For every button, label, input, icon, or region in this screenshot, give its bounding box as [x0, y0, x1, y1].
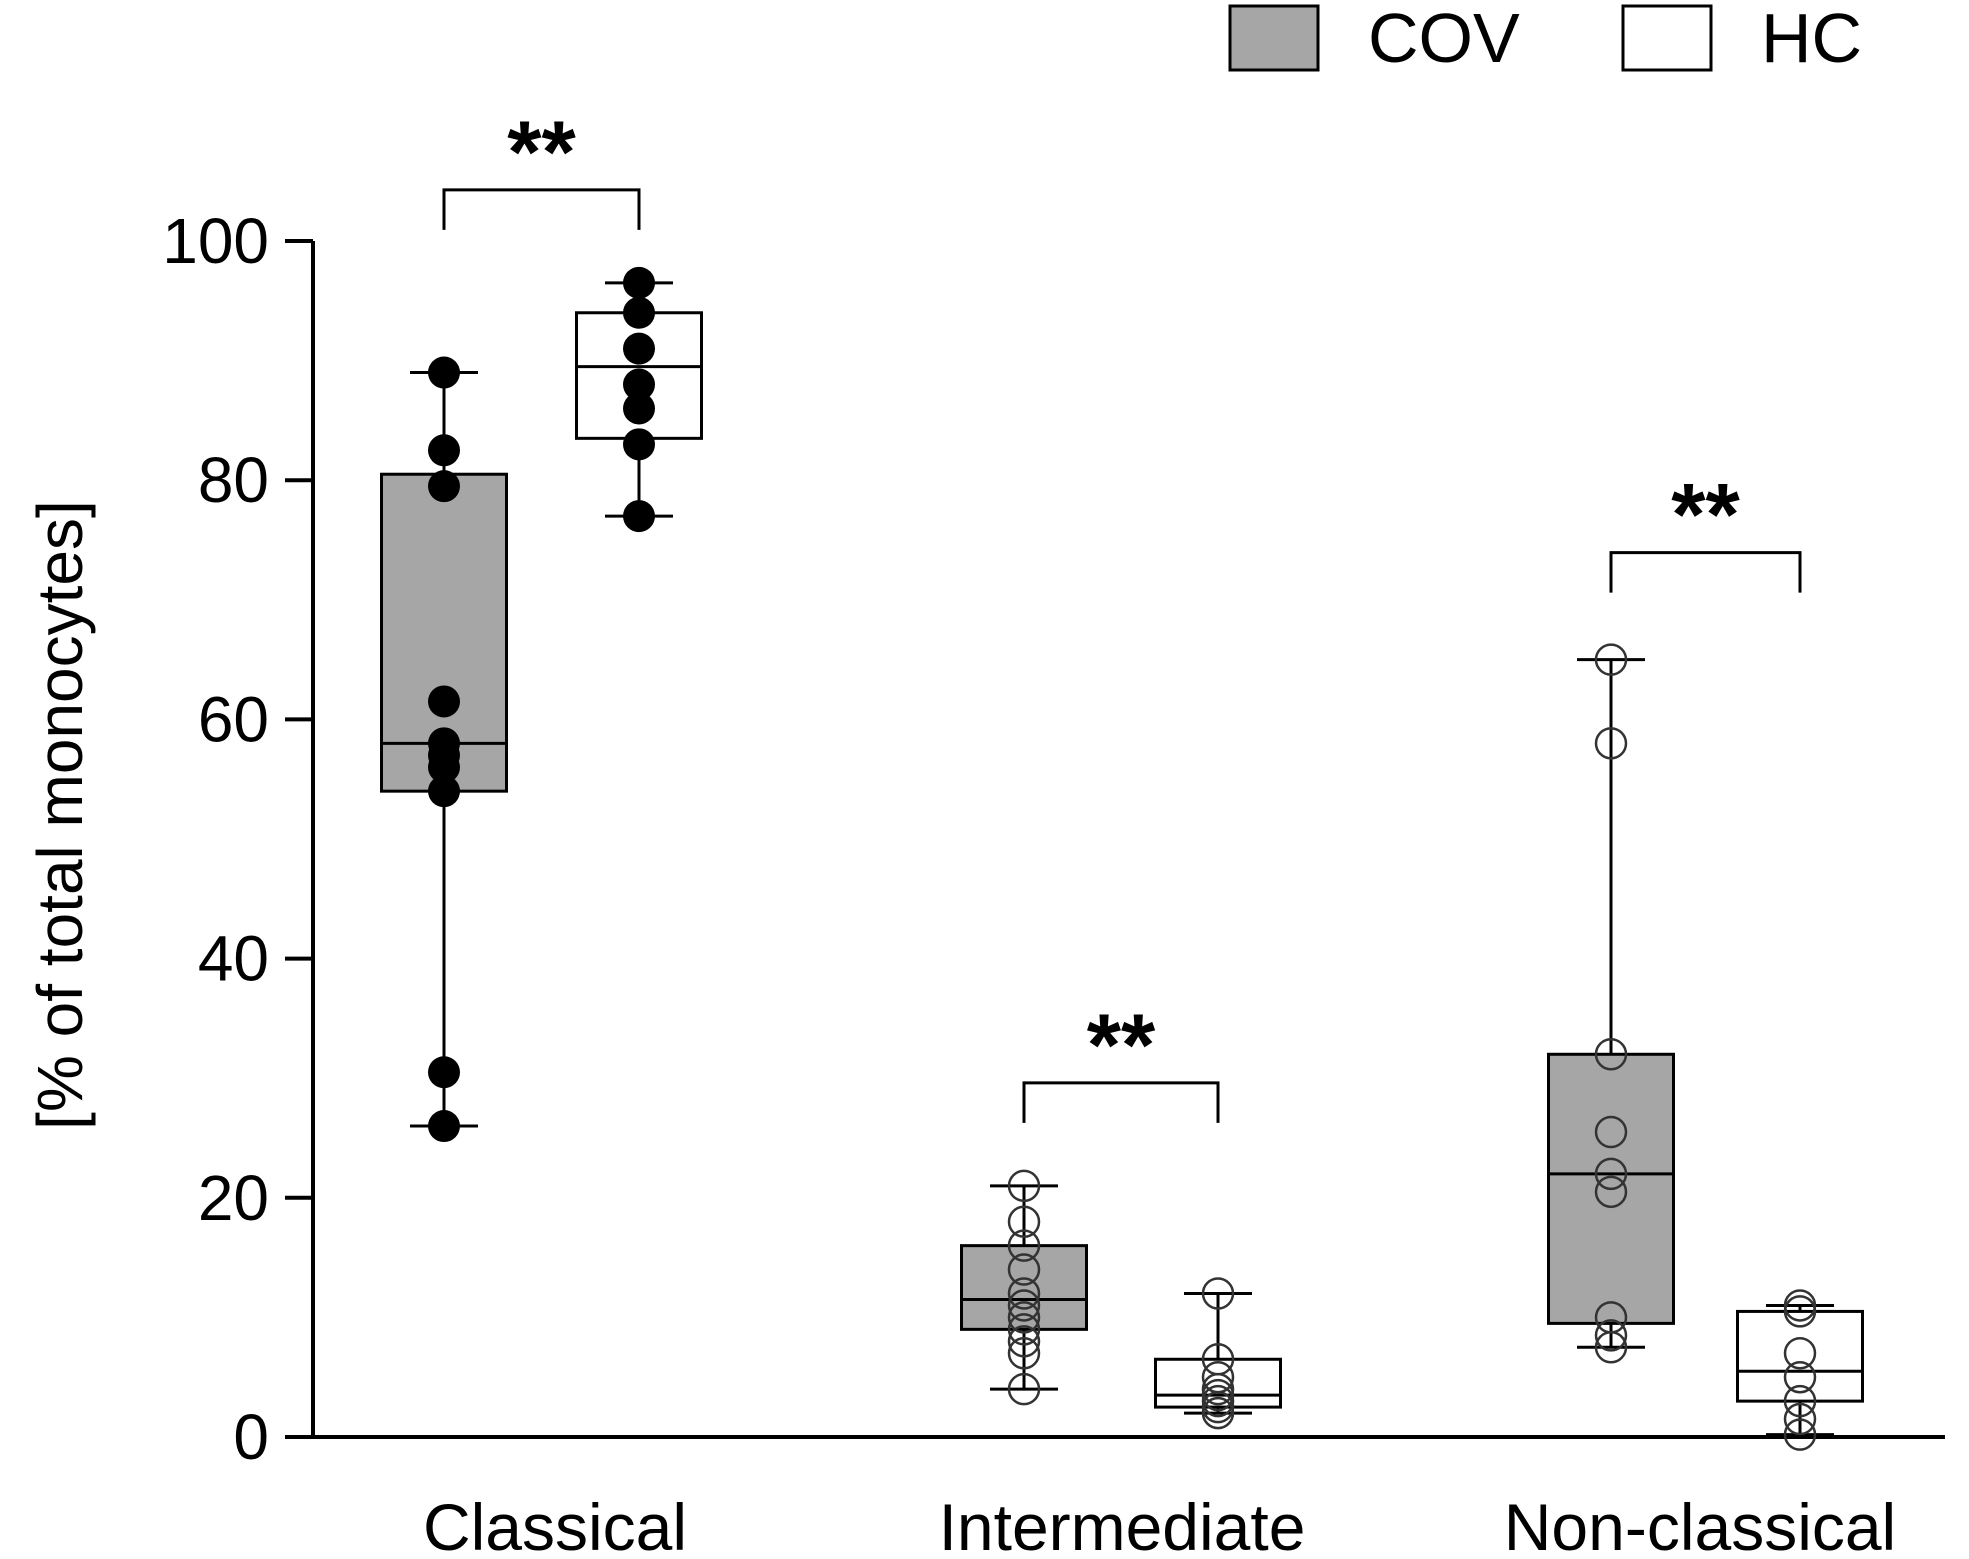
data-point	[1594, 1038, 1628, 1071]
data-point	[1594, 1157, 1628, 1191]
box-cov-2	[1547, 643, 1675, 1364]
y-tick-label: 40	[198, 923, 269, 995]
data-point	[1594, 1175, 1628, 1209]
data-point	[1783, 1337, 1817, 1370]
bracket-line	[1022, 1081, 1220, 1123]
significance-label: **	[1671, 465, 1740, 564]
x-tick-label: Classical	[423, 1490, 687, 1559]
data-point	[1007, 1289, 1041, 1322]
data-point	[1007, 1337, 1041, 1370]
data-point	[1783, 1384, 1817, 1418]
data-point	[428, 685, 460, 718]
legend-label: COV	[1368, 0, 1520, 77]
data-point	[428, 775, 460, 808]
data-point	[1007, 1169, 1041, 1203]
y-tick-label: 80	[198, 444, 269, 516]
data-point	[1783, 1402, 1817, 1436]
data-point	[428, 727, 460, 760]
plot-marks: ** ** **	[380, 102, 1864, 1451]
legend-swatch	[1228, 4, 1320, 72]
box-rect	[1154, 1357, 1282, 1409]
y-tick-label: 20	[198, 1162, 269, 1234]
bracket-line	[1609, 551, 1802, 593]
y-axis-label: [% of total monocytes]	[24, 500, 96, 1130]
data-point	[1783, 1418, 1817, 1451]
data-point	[1007, 1205, 1041, 1238]
box-hc-0	[575, 266, 703, 533]
data-point	[1201, 1343, 1235, 1376]
data-point	[1783, 1360, 1817, 1394]
data-point	[623, 392, 655, 425]
bracket-line	[442, 188, 641, 230]
legend-swatch	[1621, 4, 1713, 72]
data-point	[428, 356, 460, 389]
significance-label: **	[1087, 995, 1156, 1094]
data-point	[428, 470, 460, 503]
box-rect	[1736, 1309, 1864, 1403]
data-point	[623, 332, 655, 365]
data-point	[428, 1056, 460, 1089]
legend-entry-hc: HC	[1621, 0, 1862, 77]
y-tick-label: 100	[162, 205, 269, 277]
data-point	[1594, 1115, 1628, 1149]
data-point	[1007, 1301, 1041, 1334]
data-point	[1007, 1313, 1041, 1346]
data-point	[1783, 1289, 1817, 1322]
significance-bracket: **	[1609, 465, 1802, 593]
y-tick-label: 0	[233, 1401, 269, 1473]
data-point	[1201, 1277, 1235, 1310]
data-point	[1007, 1277, 1041, 1310]
legend-entry-cov: COV	[1228, 0, 1520, 77]
data-point	[428, 434, 460, 467]
y-tick-label: 60	[198, 683, 269, 755]
axes: 0 20 40 60 80 100 Classical Intermediate Non-cla…	[162, 205, 1945, 1559]
x-tick-label: Intermediate	[939, 1490, 1306, 1559]
x-tick-label: Non-classical	[1504, 1490, 1896, 1559]
significance-bracket: **	[442, 102, 641, 230]
data-point	[623, 368, 655, 401]
data-point	[1594, 643, 1628, 676]
data-point	[428, 1110, 460, 1143]
legend: COV HC	[1228, 0, 1862, 77]
box-cov-1	[960, 1169, 1088, 1406]
data-point	[623, 266, 655, 299]
box-cov-0	[380, 356, 508, 1143]
data-point	[1007, 1372, 1041, 1406]
data-point	[1594, 1319, 1628, 1352]
data-point	[1007, 1325, 1041, 1358]
data-point	[1594, 727, 1628, 760]
legend-label: HC	[1761, 0, 1862, 77]
box-hc-2	[1736, 1289, 1864, 1451]
data-point	[1007, 1253, 1041, 1286]
significance-bracket: **	[1022, 995, 1220, 1123]
data-point	[1594, 1301, 1628, 1334]
data-point	[1201, 1360, 1235, 1394]
data-point	[623, 428, 655, 461]
box-rect	[960, 1244, 1088, 1331]
data-point	[623, 500, 655, 533]
data-point	[623, 296, 655, 329]
box-hc-1	[1154, 1277, 1282, 1430]
data-point	[1007, 1229, 1041, 1262]
significance-label: **	[507, 102, 576, 201]
